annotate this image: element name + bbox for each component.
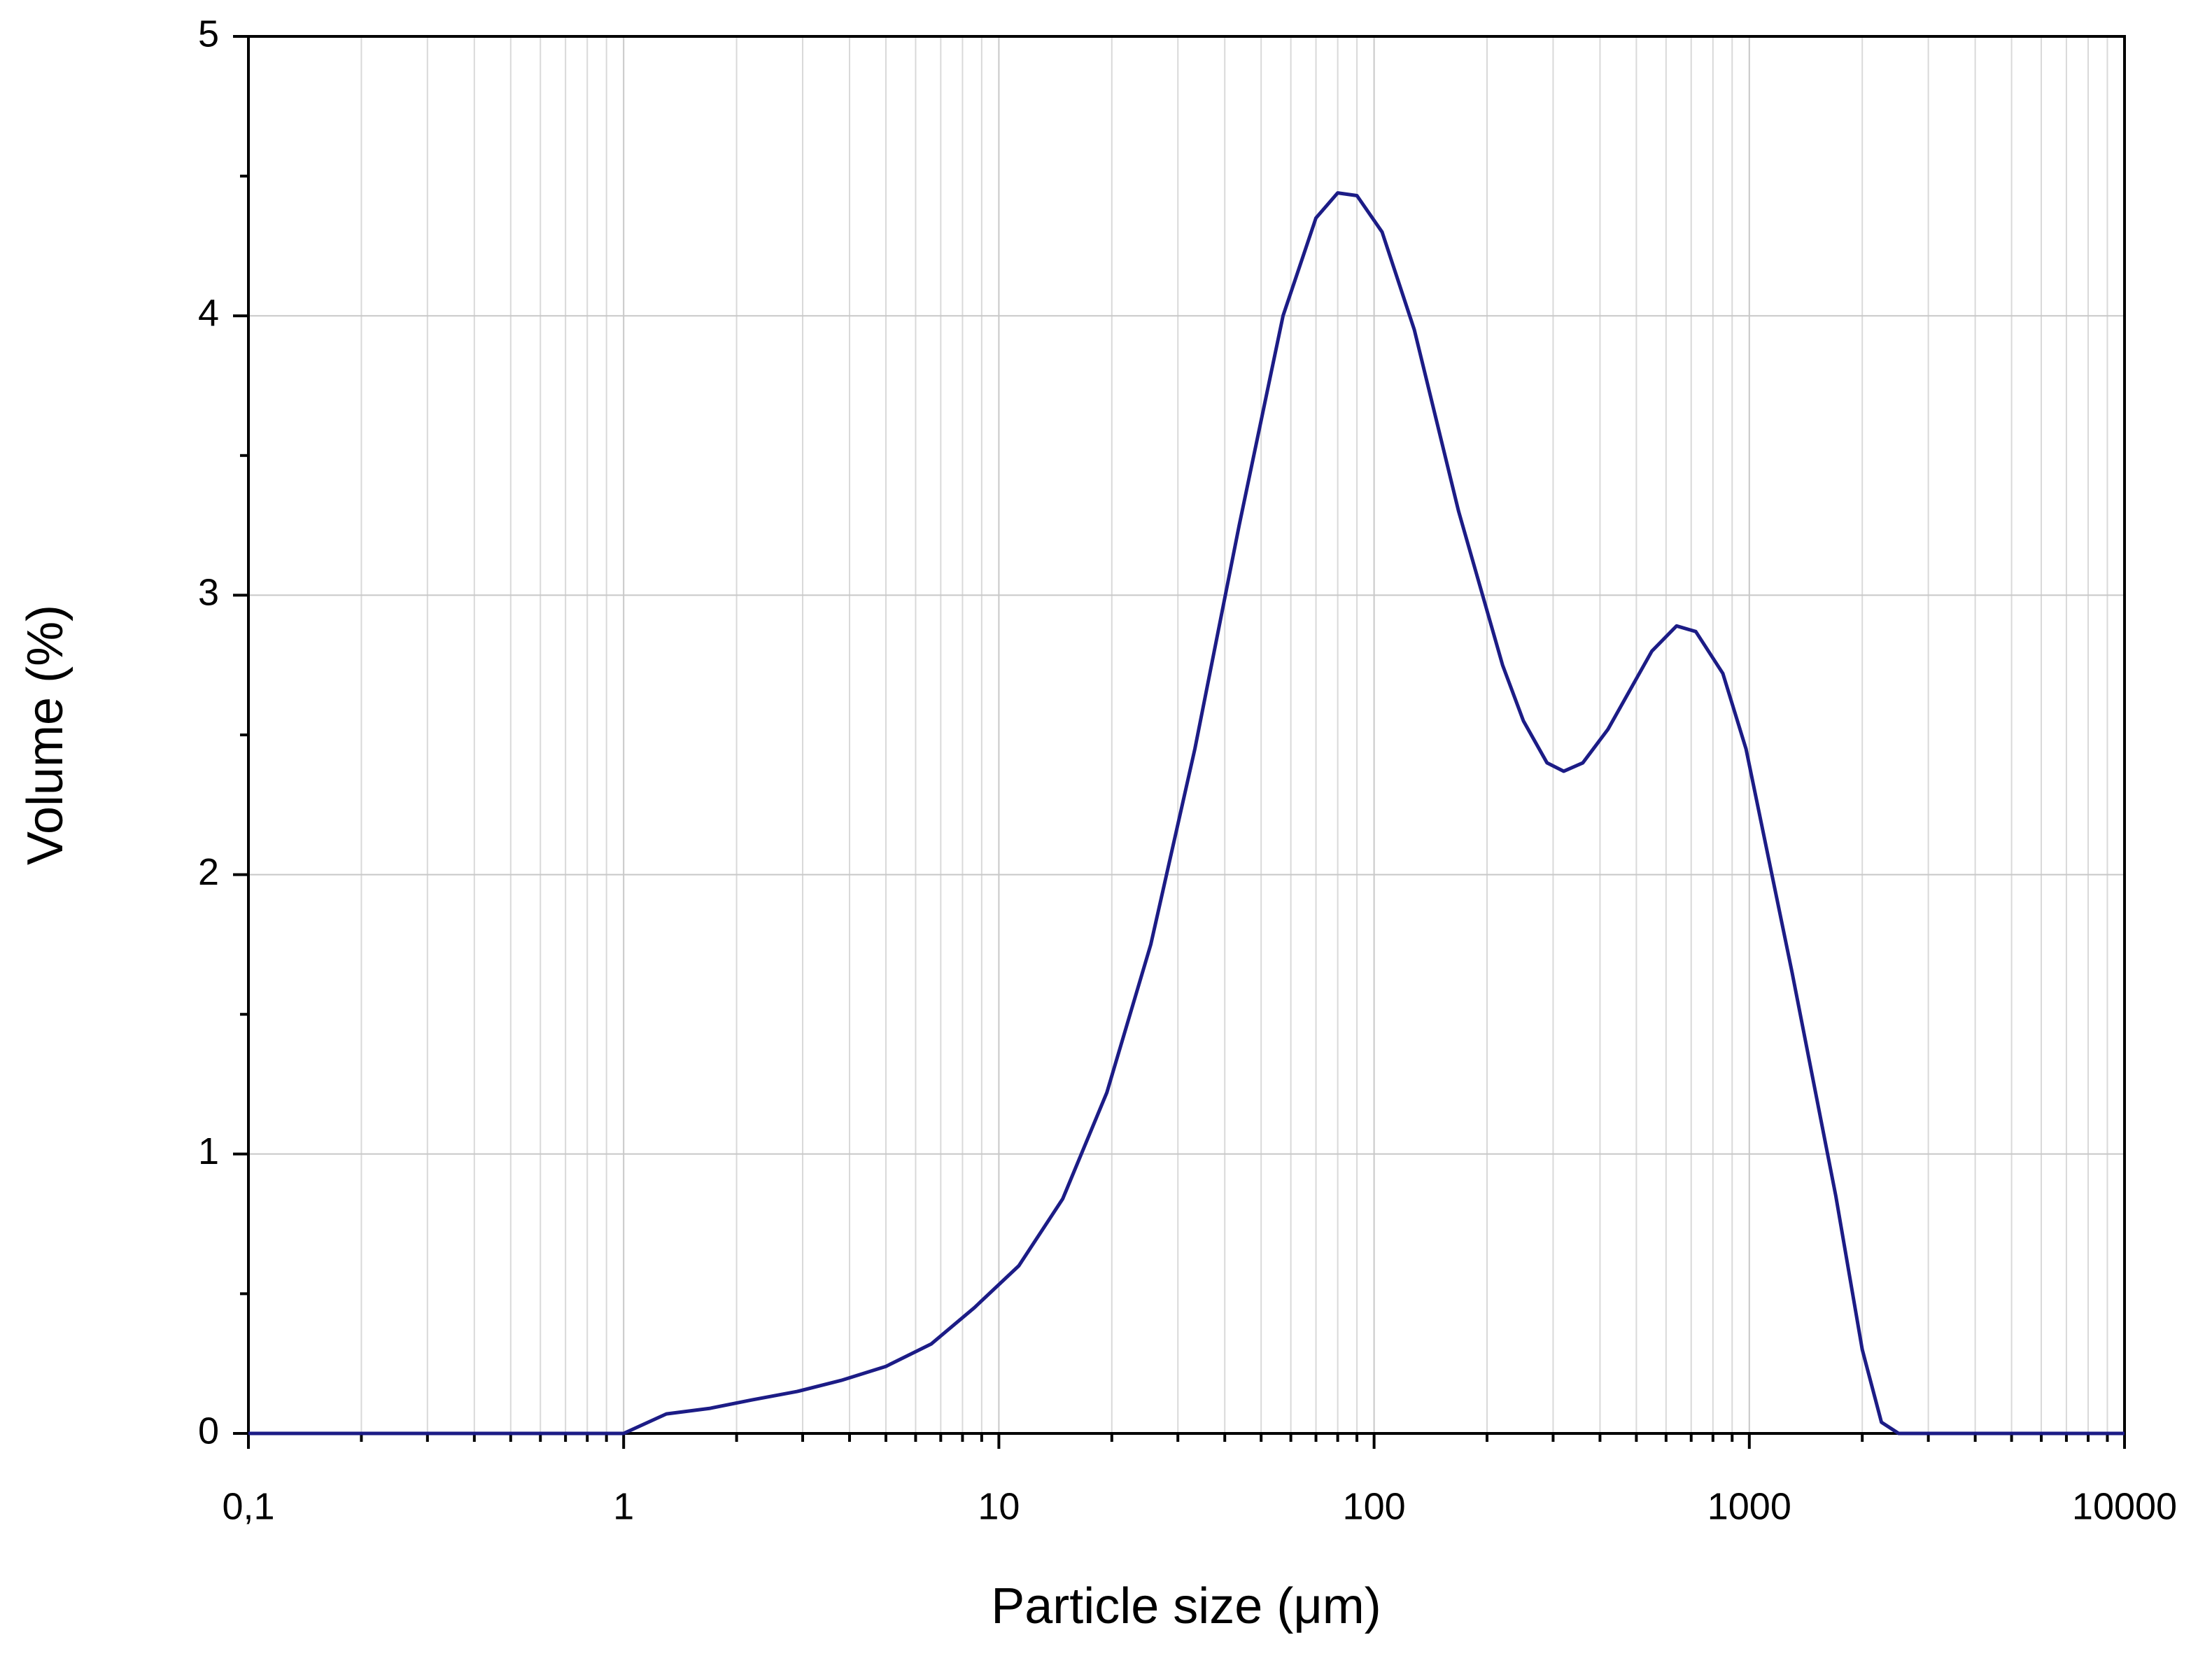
x-tick-label: 10000 xyxy=(2072,1485,2177,1527)
x-tick-label: 1 xyxy=(613,1485,634,1527)
data-line xyxy=(248,191,2125,1436)
x-tick-label: 10 xyxy=(978,1485,1020,1527)
y-tick-label: 5 xyxy=(198,13,219,55)
y-tick-label: 4 xyxy=(198,292,219,334)
y-tick-label: 2 xyxy=(198,851,219,893)
y-tick-label: 3 xyxy=(198,572,219,614)
y-axis-label: Volume (%) xyxy=(17,605,73,865)
plot-frame xyxy=(247,35,2126,1435)
x-tick-label: 1000 xyxy=(1707,1485,1791,1527)
x-tick-label: 100 xyxy=(1343,1485,1406,1527)
y-tick-label: 0 xyxy=(198,1410,219,1452)
x-axis-label: Particle size (μm) xyxy=(991,1578,1381,1634)
x-tick-label: 0,1 xyxy=(222,1485,274,1527)
y-tick-label: 1 xyxy=(198,1130,219,1172)
